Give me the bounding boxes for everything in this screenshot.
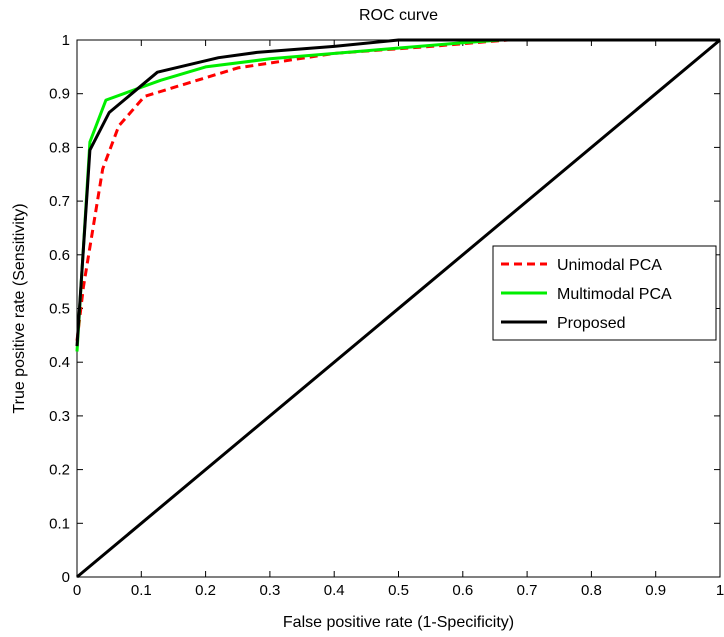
y-tick-label: 0.7	[49, 193, 70, 210]
y-tick-label: 0.3	[49, 408, 70, 425]
x-tick-label: 0.7	[517, 582, 538, 599]
x-tick-label: 0	[73, 582, 81, 599]
x-tick-label: 0.9	[645, 582, 666, 599]
x-tick-label: 0.3	[259, 582, 280, 599]
y-tick-label: 0.2	[49, 462, 70, 479]
chart-title: ROC curve	[359, 7, 438, 24]
y-tick-label: 1	[62, 32, 70, 49]
legend-label: Multimodal PCA	[557, 286, 672, 303]
x-tick-label: 0.1	[131, 582, 152, 599]
series-line-proposed	[75, 38, 720, 347]
x-tick-label: 0.5	[388, 582, 409, 599]
x-tick-label: 1	[716, 582, 724, 599]
y-tick-label: 0.6	[49, 247, 70, 264]
x-axis: 0 0.1 0.2 0.3 0.4 0.5 0.6 0.7 0.8 0.9 1	[73, 40, 724, 599]
x-tick-label: 0.8	[581, 582, 602, 599]
series-layer	[75, 38, 721, 579]
chance-diagonal-line	[76, 38, 721, 579]
y-tick-label: 0.4	[49, 354, 70, 371]
legend-label: Proposed	[557, 315, 626, 332]
y-tick-label: 0.9	[49, 86, 70, 103]
y-axis-title: True positive rate (Sensitivity)	[11, 203, 28, 413]
y-tick-label: 0.1	[49, 515, 70, 532]
legend: Unimodal PCA Multimodal PCA Proposed	[492, 245, 717, 341]
x-axis-title: False positive rate (1-Specificity)	[283, 614, 514, 631]
y-axis: 0 0.1 0.2 0.3 0.4 0.5 0.6 0.7 0.8 0.9 1	[49, 32, 720, 586]
legend-label: Unimodal PCA	[557, 257, 662, 274]
y-tick-label: 0	[62, 569, 70, 586]
x-tick-label: 0.6	[452, 582, 473, 599]
x-tick-label: 0.2	[195, 582, 216, 599]
y-tick-label: 0.5	[49, 301, 70, 318]
x-tick-label: 0.4	[324, 582, 345, 599]
y-tick-label: 0.8	[49, 139, 70, 156]
